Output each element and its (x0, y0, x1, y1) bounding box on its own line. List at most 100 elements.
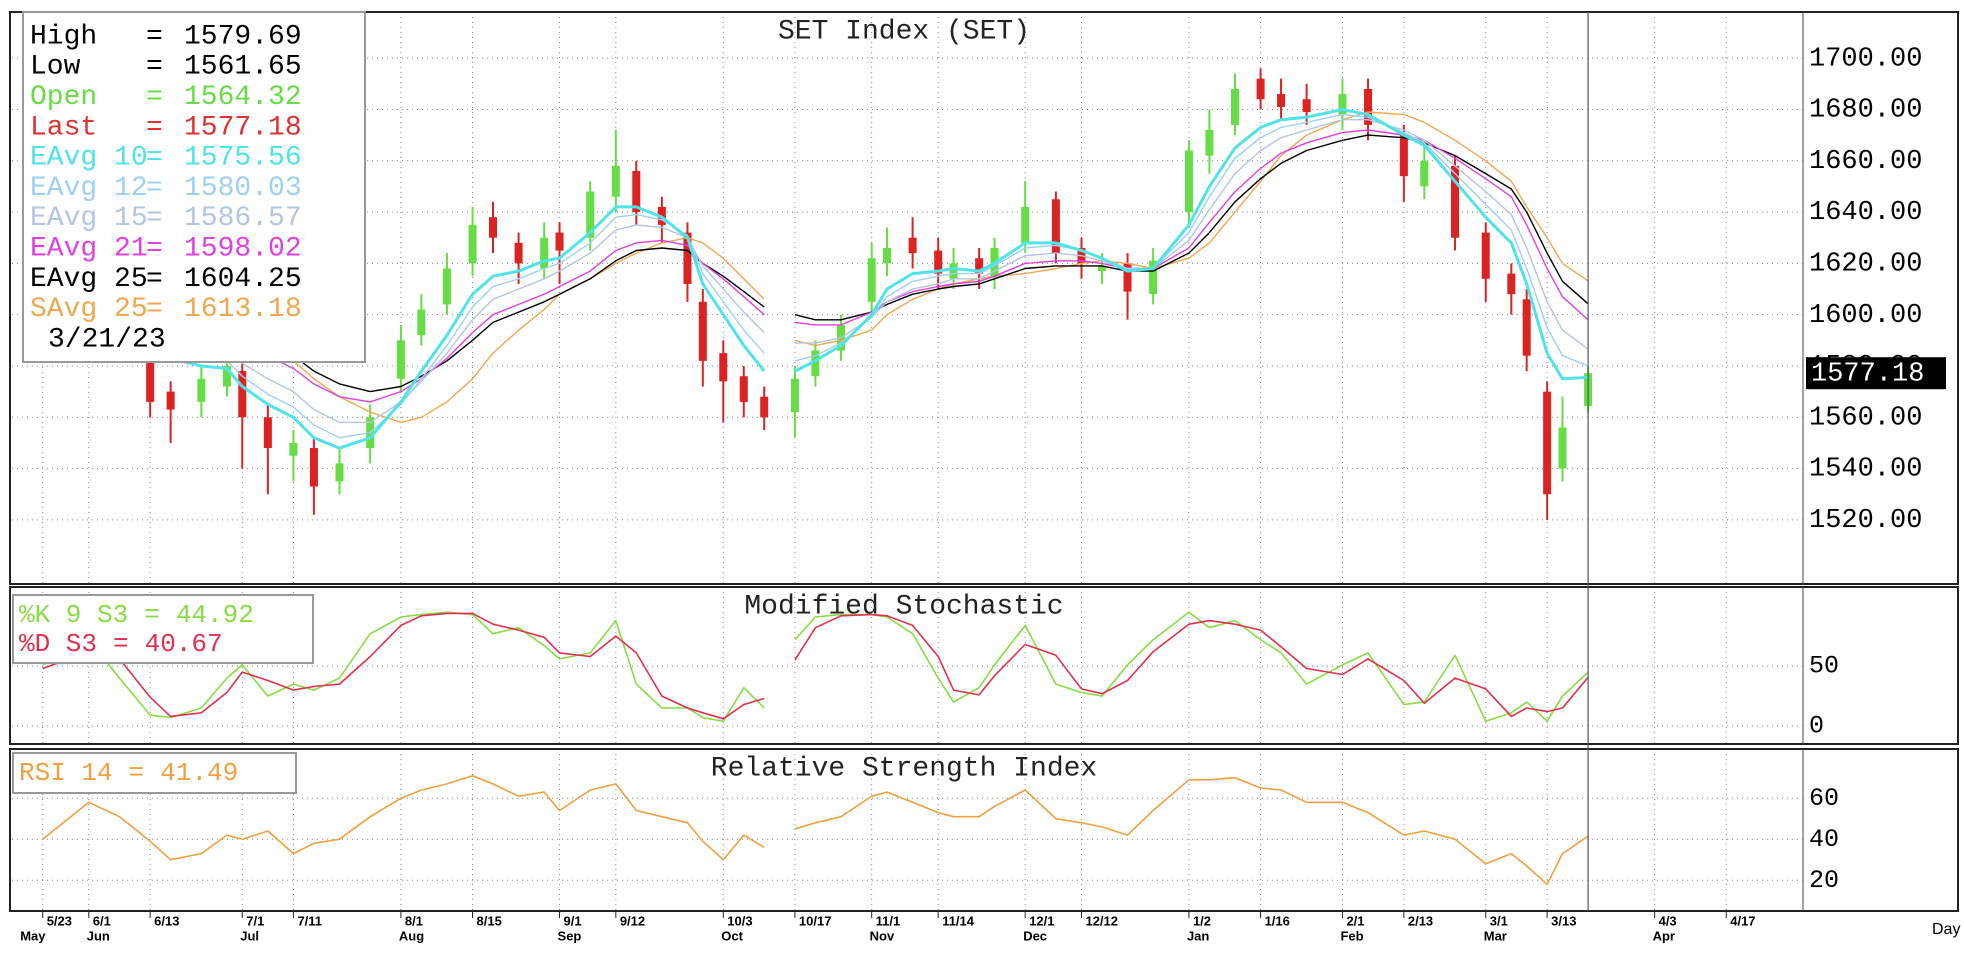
x-tick-label: 8/1 (405, 913, 423, 928)
series-line (42, 611, 1589, 722)
candle-body (698, 301, 707, 361)
candle-body (1051, 199, 1060, 254)
legend-name: %D S3 (19, 629, 97, 659)
y-tick-label: 1640.00 (1809, 198, 1922, 228)
legend-separator: = (146, 203, 163, 234)
x-tick-label: 3/1 (1490, 913, 1508, 928)
panel-title: SET Index (SET) (778, 16, 1030, 47)
candle-body (811, 350, 820, 377)
x-tick-label: 8/15 (477, 913, 502, 928)
candle-body (1364, 88, 1373, 125)
candle-body (222, 365, 231, 387)
legend-separator: = (144, 600, 160, 630)
y-tick-label: 40 (1809, 825, 1839, 854)
series-line (42, 612, 1589, 720)
x-tick-label: 6/1 (93, 913, 111, 928)
legend-name: EAvg 21 (30, 233, 148, 264)
x-tick-label: 2/1 (1346, 913, 1364, 928)
x-tick-label: 6/13 (154, 913, 179, 928)
candle-body (934, 250, 943, 274)
candle-body (146, 340, 155, 402)
month-label: Dec (1023, 928, 1047, 943)
x-tick-label: 4/3 (1659, 913, 1677, 928)
x-tick-label: 12/12 (1085, 913, 1118, 928)
legend-name: Open (30, 82, 97, 113)
y-tick-label: 1520.00 (1809, 506, 1922, 536)
series-line (42, 774, 1589, 886)
legend-value: 1580.03 (184, 173, 302, 204)
x-tick-label: 7/1 (246, 913, 264, 928)
candle-body (1558, 427, 1567, 469)
candle-body (1021, 206, 1030, 243)
month-label: Jan (1187, 928, 1209, 943)
month-label: Apr (1653, 928, 1675, 943)
legend-name: EAvg 25 (30, 264, 148, 295)
legend-value: 1564.32 (184, 82, 302, 113)
legend-name: EAvg 10 (30, 143, 148, 174)
panel-title: Modified Stochastic (744, 591, 1063, 622)
y-tick-label: 1620.00 (1809, 249, 1922, 279)
y-tick-label: 60 (1809, 784, 1839, 813)
legend-value: 1598.02 (184, 233, 302, 264)
legend-separator: = (146, 143, 163, 174)
panel-frame (9, 586, 1959, 745)
legend-box (12, 594, 314, 664)
month-label: Aug (399, 928, 424, 943)
candle-body (263, 417, 272, 449)
candle-body (489, 217, 498, 238)
legend-value: 40.67 (145, 629, 223, 659)
candle-body (468, 224, 477, 264)
last-price-label: 1577.18 (1811, 359, 1924, 389)
candle-body (908, 237, 917, 254)
x-tick-label: 3/13 (1551, 913, 1576, 928)
y-tick-label: 0 (1809, 712, 1824, 741)
x-tick-label: 9/1 (564, 913, 582, 928)
candle-body (1481, 232, 1490, 279)
candle-body (289, 442, 298, 456)
legend-value: 1575.56 (184, 143, 302, 174)
candle-body (1302, 99, 1311, 113)
candle-body (867, 258, 876, 302)
legend-separator: = (146, 112, 163, 143)
legend-separator: = (146, 233, 163, 264)
candle-body (611, 165, 620, 197)
candle-body (1097, 265, 1106, 272)
candle-body (632, 171, 641, 213)
y-tick-label: 1680.00 (1809, 96, 1922, 126)
month-label: Mar (1484, 928, 1507, 943)
y-tick-label: 1560.00 (1809, 403, 1922, 433)
x-tick-label: 4/17 (1730, 913, 1755, 928)
legend-name: RSI 14 (19, 758, 113, 788)
legend-separator: = (129, 758, 145, 788)
legend-separator: = (146, 21, 163, 52)
panel-frame (9, 11, 1959, 585)
candle-body (975, 258, 984, 274)
legend-separator: = (113, 629, 129, 659)
candle-body (335, 463, 344, 482)
legend-name: EAvg 15 (30, 203, 148, 234)
x-tick-label: 2/13 (1408, 913, 1433, 928)
month-label: Feb (1340, 928, 1363, 943)
candle-body (739, 376, 748, 402)
x-tick-label: 11/14 (942, 913, 975, 928)
legend-name: %K 9 S3 (19, 600, 128, 630)
x-tick-label: 7/11 (297, 913, 322, 928)
candle-body (1277, 94, 1286, 107)
panel-title: Relative Strength Index (711, 753, 1097, 784)
legend-value: 1613.18 (184, 294, 302, 325)
y-tick-label: 1600.00 (1809, 301, 1922, 331)
legend-value: 1604.25 (184, 264, 302, 295)
candle-body (442, 268, 451, 305)
x-tick-label: 9/12 (620, 913, 645, 928)
x-tick-label: 10/17 (799, 913, 832, 928)
y-tick-label: 50 (1809, 652, 1839, 681)
candle-body (1230, 88, 1239, 125)
month-label: Nov (870, 928, 895, 943)
y-tick-label: 20 (1809, 866, 1839, 895)
x-tick-label: 11/1 (876, 913, 901, 928)
candle-body (683, 232, 692, 284)
legend-value: 1577.18 (184, 112, 302, 143)
x-tick-label: 5/23 (47, 913, 72, 928)
legend-name: High (30, 21, 97, 52)
